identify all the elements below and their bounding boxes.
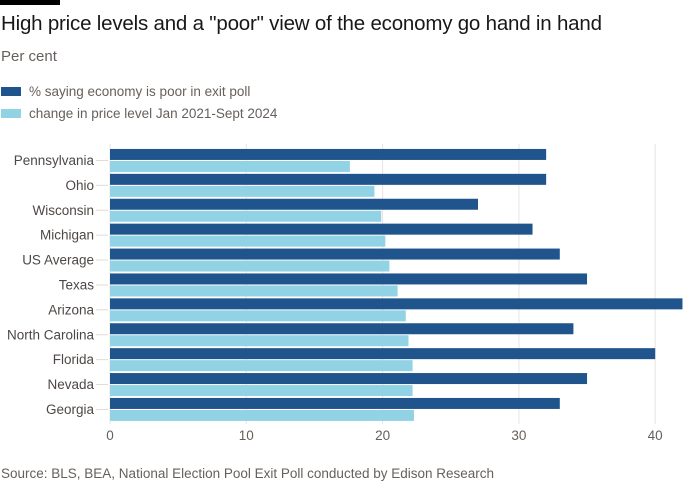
bar-price-change <box>110 185 375 197</box>
y-category-label: North Carolina <box>7 327 95 342</box>
bar-poor-economy <box>110 397 560 409</box>
y-category-label: Georgia <box>46 402 95 417</box>
bar-poor-economy <box>110 298 683 310</box>
bar-price-change <box>110 260 390 272</box>
x-tick-label: 30 <box>511 428 526 443</box>
bar-price-change <box>110 285 398 297</box>
bar-poor-economy <box>110 198 479 210</box>
y-category-label: Arizona <box>48 302 94 317</box>
y-category-label: Florida <box>53 352 95 367</box>
bar-poor-economy <box>110 148 547 160</box>
bar-price-change <box>110 235 386 247</box>
bar-poor-economy <box>110 248 560 260</box>
bar-price-change <box>110 385 413 397</box>
bar-price-change <box>110 210 382 222</box>
brand-bar <box>0 0 60 5</box>
bar-chart: 0 10 20 30 40 Pennsylvania Ohio Wisconsin Michig… <box>7 144 683 443</box>
legend-label: change in price level Jan 2021-Sept 2024 <box>29 105 278 121</box>
bar-poor-economy <box>110 348 656 360</box>
x-tick-label: 10 <box>239 428 254 443</box>
legend-item-price-change: change in price level Jan 2021-Sept 2024 <box>1 102 277 124</box>
bar-poor-economy <box>110 273 588 285</box>
legend: % saying economy is poor in exit poll ch… <box>1 80 277 124</box>
y-category-label: Pennsylvania <box>14 153 95 168</box>
y-category-label: US Average <box>22 253 94 268</box>
bar-poor-economy <box>110 373 588 385</box>
x-tick-label: 20 <box>375 428 390 443</box>
source-note: Source: BLS, BEA, National Election Pool… <box>1 466 495 481</box>
chart-subtitle: Per cent <box>1 48 57 65</box>
bar-price-change <box>110 335 409 347</box>
bar-price-change <box>110 409 414 421</box>
legend-item-poor-economy: % saying economy is poor in exit poll <box>1 80 277 102</box>
y-category-label: Nevada <box>47 377 94 392</box>
y-category-label: Ohio <box>65 178 94 193</box>
y-category-label: Texas <box>59 277 95 292</box>
x-tick-label: 0 <box>106 428 114 443</box>
legend-swatch-dark <box>1 86 21 96</box>
legend-swatch-light <box>1 108 21 118</box>
bar-price-change <box>110 160 350 172</box>
y-category-label: Wisconsin <box>32 203 94 218</box>
bar-poor-economy <box>110 323 574 335</box>
x-tick-label: 40 <box>648 428 663 443</box>
chart-title: High price levels and a "poor" view of t… <box>1 12 602 35</box>
legend-label: % saying economy is poor in exit poll <box>29 83 251 99</box>
bar-price-change <box>110 360 413 372</box>
bar-poor-economy <box>110 173 547 185</box>
bar-poor-economy <box>110 223 533 235</box>
y-category-label: Michigan <box>40 228 94 243</box>
bar-price-change <box>110 310 406 322</box>
